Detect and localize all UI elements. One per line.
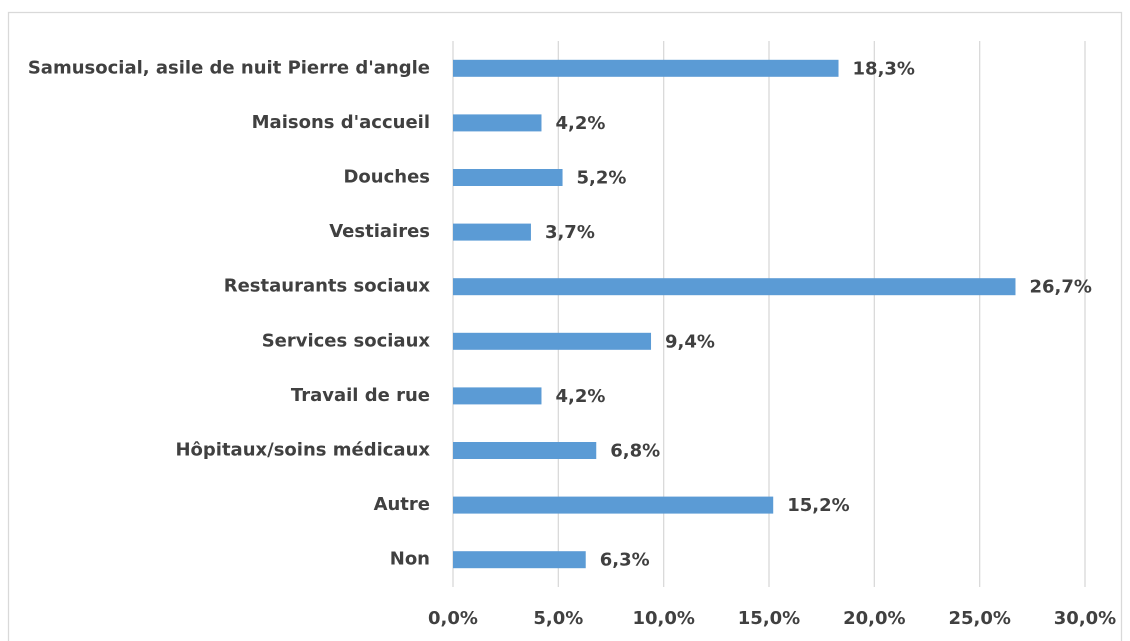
bar xyxy=(453,114,542,132)
x-tick-label: 0,0% xyxy=(428,608,478,629)
x-tick-label: 15,0% xyxy=(738,608,800,629)
bar xyxy=(453,59,839,77)
y-tick-label: Autre xyxy=(374,494,430,515)
bar xyxy=(453,387,542,405)
chart-frame xyxy=(7,11,1123,641)
y-tick-label: Non xyxy=(390,549,430,570)
value-label: 18,3% xyxy=(853,58,915,79)
bar xyxy=(453,278,1016,296)
y-tick-label: Travail de rue xyxy=(291,385,430,406)
value-label: 5,2% xyxy=(577,168,627,189)
value-label: 4,2% xyxy=(555,113,605,134)
value-label: 4,2% xyxy=(555,386,605,407)
bar xyxy=(453,551,586,569)
value-label: 9,4% xyxy=(665,331,715,352)
bar xyxy=(453,223,531,241)
y-tick-label: Maisons d'accueil xyxy=(252,112,430,133)
y-tick-label: Hôpitaux/soins médicaux xyxy=(175,440,430,461)
x-tick-label: 20,0% xyxy=(843,608,905,629)
y-tick-label: Services sociaux xyxy=(262,330,431,351)
bar xyxy=(453,496,774,514)
bar xyxy=(453,169,563,186)
x-tick-label: 10,0% xyxy=(632,608,694,629)
value-label: 6,8% xyxy=(610,441,660,462)
y-tick-label: Samusocial, asile de nuit Pierre d'angle xyxy=(28,57,430,78)
value-label: 15,2% xyxy=(787,495,849,516)
y-tick-label: Vestiaires xyxy=(329,221,430,242)
value-label: 3,7% xyxy=(545,222,595,243)
y-tick-label: Restaurants sociaux xyxy=(224,276,431,297)
x-tick-label: 5,0% xyxy=(533,608,583,629)
x-tick-label: 30,0% xyxy=(1054,608,1116,629)
bar xyxy=(453,442,597,459)
y-tick-label: Douches xyxy=(343,167,430,188)
value-label: 26,7% xyxy=(1029,277,1091,298)
x-tick-label: 25,0% xyxy=(948,608,1010,629)
bar xyxy=(453,332,652,350)
value-label: 6,3% xyxy=(600,550,650,571)
